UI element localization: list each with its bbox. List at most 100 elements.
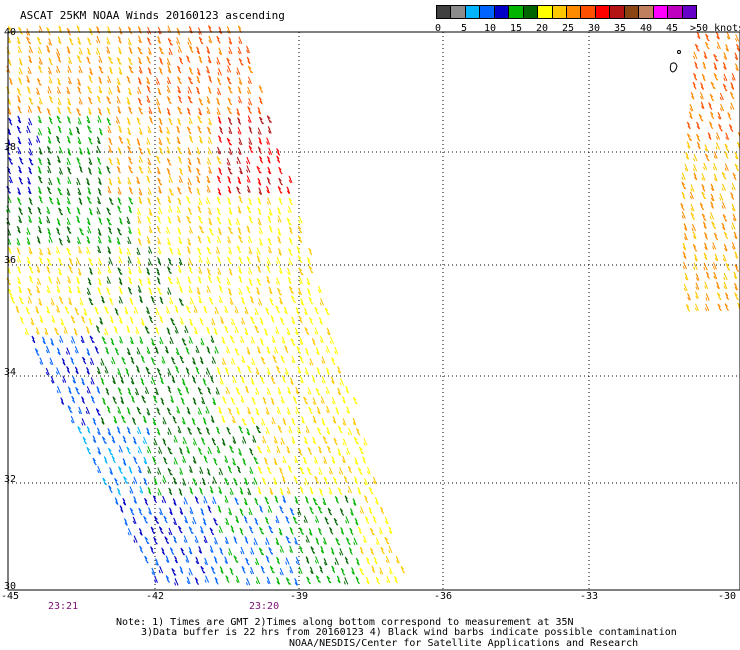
wind-barb <box>688 111 693 119</box>
wind-barb <box>17 276 22 285</box>
wind-barb <box>56 197 61 206</box>
wind-barb <box>263 457 269 465</box>
wind-barb <box>127 87 132 96</box>
wind-barb <box>8 157 14 165</box>
wind-barb <box>121 415 127 423</box>
wind-barb <box>722 254 727 262</box>
lat-lon-grid <box>8 32 740 590</box>
wind-barb <box>176 277 181 285</box>
wind-barb <box>352 417 357 426</box>
wind-barb <box>18 285 23 294</box>
wind-barb <box>141 395 147 403</box>
wind-barb <box>255 576 261 585</box>
wind-barb <box>67 275 72 284</box>
wind-barb <box>152 417 157 426</box>
wind-barb <box>81 377 85 386</box>
wind-barb <box>316 427 322 436</box>
wind-barb <box>193 326 198 335</box>
wind-barb <box>287 276 292 285</box>
wind-barb <box>46 215 51 224</box>
wind-barb <box>308 265 314 274</box>
colorbar-label: 5 <box>460 23 468 34</box>
wind-barb <box>138 127 143 135</box>
wind-barb <box>257 146 262 155</box>
wind-barb <box>106 46 111 54</box>
wind-barb <box>703 252 708 261</box>
wind-barb <box>269 565 275 574</box>
wind-barb <box>700 82 705 90</box>
wind-barb <box>304 496 309 504</box>
wind-barb <box>206 256 211 265</box>
wind-barb <box>248 246 253 255</box>
wind-barb <box>166 76 172 85</box>
wind-barb <box>37 65 43 74</box>
wind-barb <box>733 231 738 240</box>
wind-barb <box>142 415 147 424</box>
wind-barb <box>136 176 141 185</box>
wind-barb <box>226 57 232 66</box>
wind-barb <box>48 95 54 104</box>
wind-barb <box>59 335 64 343</box>
wind-barb <box>240 335 245 344</box>
wind-barb <box>375 537 380 545</box>
wind-barb <box>734 292 739 301</box>
wind-barb <box>171 375 176 383</box>
wind-barb <box>281 375 286 384</box>
wind-barb <box>224 455 229 463</box>
wind-barb <box>236 465 241 474</box>
wind-barb <box>77 187 82 196</box>
wind-barb <box>237 46 242 55</box>
wind-barb <box>319 335 324 344</box>
wind-barb <box>127 145 133 154</box>
wind-barb <box>27 206 33 215</box>
wind-barb <box>56 347 61 356</box>
wind-barb <box>208 207 212 215</box>
wind-barb <box>56 48 61 56</box>
wind-barb <box>232 436 237 444</box>
wind-barb <box>202 378 207 386</box>
wind-barb <box>96 36 101 44</box>
wind-barb <box>46 306 51 314</box>
wind-barb <box>66 106 72 114</box>
wind-barb <box>273 457 278 466</box>
wind-barb <box>88 157 93 165</box>
wind-barb <box>10 295 16 304</box>
wind-barb <box>136 347 141 355</box>
wind-barb <box>145 366 151 375</box>
wind-barb <box>687 292 691 301</box>
wind-barb <box>107 447 114 456</box>
wind-barb <box>47 86 52 94</box>
wind-barb <box>156 155 161 164</box>
wind-barb <box>147 197 152 206</box>
wind-barb <box>74 307 80 316</box>
note-line-3: NOAA/NESDIS/Center for Satellite Applica… <box>289 638 639 649</box>
wind-barb <box>63 326 68 334</box>
wind-barb <box>163 456 168 465</box>
wind-barb <box>363 438 368 446</box>
wind-barb <box>259 317 264 325</box>
wind-barb <box>314 327 319 335</box>
wind-barb <box>187 157 192 166</box>
wind-barb <box>288 197 293 206</box>
wind-barb <box>713 232 719 241</box>
wind-barb <box>117 267 123 275</box>
wind-barb <box>48 276 53 284</box>
wind-barb <box>127 528 132 536</box>
wind-barb <box>261 477 267 485</box>
wind-barb <box>228 246 233 255</box>
wind-barb <box>352 498 357 506</box>
wind-barb <box>35 306 40 314</box>
wind-barb <box>16 255 22 263</box>
wind-barb <box>218 406 223 415</box>
wind-barb <box>38 157 43 166</box>
wind-barb <box>51 315 56 323</box>
wind-barb <box>303 515 308 523</box>
wind-barb <box>734 264 740 272</box>
wind-barb <box>97 177 102 185</box>
wind-barb <box>289 507 295 516</box>
wind-barb <box>277 228 282 236</box>
wind-barb <box>205 196 211 205</box>
wind-barb <box>104 366 109 374</box>
wind-barb <box>67 386 72 394</box>
wind-barb <box>248 145 254 154</box>
